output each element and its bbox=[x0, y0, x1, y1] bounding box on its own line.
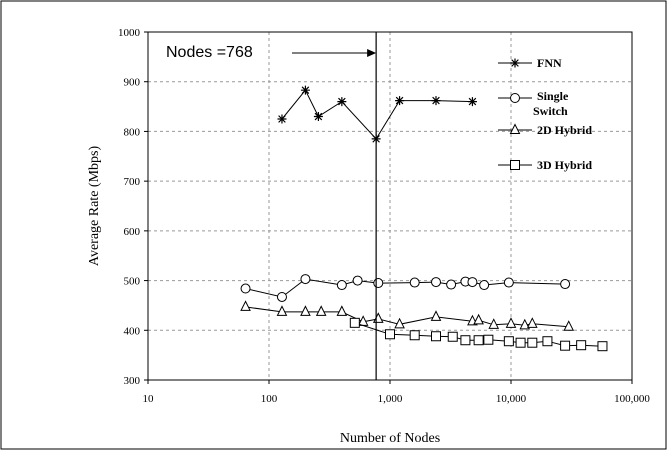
data-point-circle bbox=[336, 280, 347, 291]
data-point-star bbox=[337, 97, 347, 107]
grid bbox=[148, 32, 632, 380]
data-point-star bbox=[300, 85, 310, 95]
legend-label: 2D Hybrid bbox=[537, 123, 592, 137]
data-point-circle bbox=[560, 279, 571, 290]
series-layer bbox=[240, 85, 608, 352]
data-point-square bbox=[542, 336, 553, 347]
data-point-star bbox=[431, 96, 441, 106]
annotation-layer: Nodes =768 bbox=[166, 32, 377, 380]
data-point-triangle bbox=[315, 305, 327, 316]
x-tick-label: 10 bbox=[143, 393, 155, 405]
data-point-square bbox=[510, 160, 520, 170]
series-line bbox=[281, 89, 473, 140]
legend-item-3d-hybrid: 3D Hybrid bbox=[498, 158, 592, 172]
data-point-square bbox=[409, 330, 420, 341]
data-point-triangle bbox=[526, 317, 538, 328]
data-point-triangle bbox=[563, 320, 575, 331]
data-point-triangle bbox=[430, 310, 442, 321]
data-point-square bbox=[527, 337, 538, 348]
x-tick-label: 100 bbox=[261, 393, 278, 405]
annotation-arrow-head bbox=[367, 49, 377, 57]
data-point-circle bbox=[510, 93, 520, 103]
y-tick-label: 500 bbox=[124, 276, 141, 288]
y-tick-label: 300 bbox=[124, 375, 141, 387]
data-point-square bbox=[431, 331, 442, 342]
y-axis-title: Average Rate (Mbps) bbox=[87, 146, 102, 267]
y-tick-label: 900 bbox=[124, 77, 141, 89]
data-point-triangle bbox=[488, 318, 500, 329]
data-point-circle bbox=[446, 279, 457, 290]
annotation-label: Nodes =768 bbox=[166, 44, 253, 61]
data-point-square bbox=[597, 341, 608, 352]
data-point-circle bbox=[300, 274, 311, 285]
tick-labels: 300 400 500 600 700 800 900 1000 10 100 1,000 10,00… bbox=[118, 27, 650, 405]
series-2d-hybrid bbox=[240, 300, 575, 331]
data-point-triangle bbox=[240, 300, 251, 311]
data-point-square bbox=[473, 335, 484, 346]
data-point-square bbox=[515, 337, 526, 348]
data-point-circle bbox=[240, 283, 251, 294]
series-3d-hybrid bbox=[349, 317, 608, 352]
data-point-triangle bbox=[473, 313, 484, 325]
legend-label: Single bbox=[537, 89, 569, 103]
data-point-square bbox=[349, 317, 360, 328]
data-point-circle bbox=[409, 277, 420, 288]
y-tick-label: 800 bbox=[124, 126, 141, 138]
data-point-square bbox=[385, 329, 395, 340]
data-point-star bbox=[510, 58, 520, 68]
y-tick-label: 600 bbox=[124, 226, 141, 238]
legend-label: FNN bbox=[537, 56, 562, 70]
data-point-triangle bbox=[509, 123, 521, 134]
data-point-square bbox=[560, 340, 571, 351]
x-tick-label: 10,000 bbox=[496, 393, 527, 405]
data-point-triangle bbox=[505, 317, 517, 328]
data-point-star bbox=[395, 96, 405, 106]
data-point-star bbox=[313, 112, 323, 122]
data-point-circle bbox=[431, 277, 442, 288]
legend-item-2d-hybrid: 2D Hybrid bbox=[498, 123, 592, 137]
legend-item-fnn: FNN bbox=[498, 56, 562, 70]
data-point-circle bbox=[276, 291, 287, 302]
data-point-triangle bbox=[336, 305, 348, 316]
series-single-switch bbox=[240, 274, 571, 302]
data-point-square bbox=[576, 340, 587, 351]
data-point-circle bbox=[503, 277, 514, 288]
legend-label: Switch bbox=[533, 104, 568, 118]
legend-label: 3D Hybrid bbox=[537, 158, 592, 172]
data-point-square bbox=[447, 331, 458, 342]
data-point-square bbox=[503, 336, 514, 347]
data-point-star bbox=[277, 114, 287, 124]
data-point-triangle bbox=[394, 317, 405, 329]
x-tick-label: 1,000 bbox=[378, 393, 403, 405]
data-point-triangle bbox=[276, 305, 288, 316]
x-tick-label: 100,000 bbox=[614, 393, 650, 405]
series-line bbox=[245, 306, 569, 328]
data-point-square bbox=[460, 335, 471, 346]
data-point-circle bbox=[373, 278, 384, 289]
x-axis-title: Number of Nodes bbox=[340, 431, 440, 446]
y-tick-label: 700 bbox=[124, 176, 141, 188]
data-point-triangle bbox=[519, 318, 531, 330]
data-point-circle bbox=[479, 280, 490, 291]
data-point-square bbox=[483, 334, 494, 345]
y-tick-label: 400 bbox=[124, 325, 141, 337]
data-point-triangle bbox=[300, 305, 311, 316]
data-point-star bbox=[467, 97, 477, 107]
y-tick-label: 1000 bbox=[118, 27, 141, 39]
series-fnn bbox=[277, 85, 477, 144]
data-point-circle bbox=[352, 275, 363, 286]
data-point-circle bbox=[467, 277, 478, 288]
